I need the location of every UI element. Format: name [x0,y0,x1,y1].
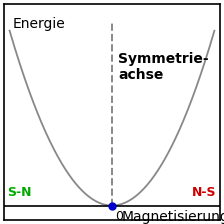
Text: N-S: N-S [192,185,216,198]
Text: Magnetisierung: Magnetisierung [121,210,224,224]
Text: S-N: S-N [8,185,32,198]
Text: Energie: Energie [13,17,65,31]
Text: 0: 0 [115,210,123,223]
Text: Symmetrie-
achse: Symmetrie- achse [118,52,209,82]
